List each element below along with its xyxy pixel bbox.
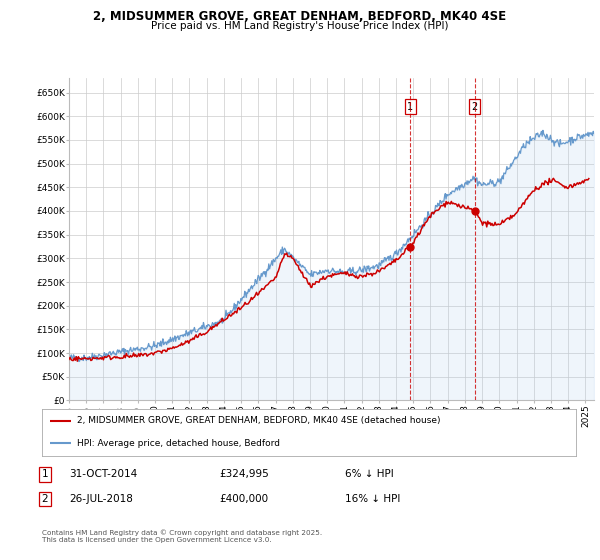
Text: 2, MIDSUMMER GROVE, GREAT DENHAM, BEDFORD, MK40 4SE: 2, MIDSUMMER GROVE, GREAT DENHAM, BEDFOR… bbox=[94, 10, 506, 23]
Text: 31-OCT-2014: 31-OCT-2014 bbox=[69, 469, 137, 479]
Text: £400,000: £400,000 bbox=[219, 494, 268, 504]
Text: £324,995: £324,995 bbox=[219, 469, 269, 479]
Text: HPI: Average price, detached house, Bedford: HPI: Average price, detached house, Bedf… bbox=[77, 438, 280, 447]
Text: 26-JUL-2018: 26-JUL-2018 bbox=[69, 494, 133, 504]
Text: Price paid vs. HM Land Registry's House Price Index (HPI): Price paid vs. HM Land Registry's House … bbox=[151, 21, 449, 31]
Text: 2: 2 bbox=[41, 494, 49, 504]
Text: 1: 1 bbox=[407, 102, 413, 112]
Text: 2: 2 bbox=[472, 102, 478, 112]
Text: 1: 1 bbox=[41, 469, 49, 479]
Text: Contains HM Land Registry data © Crown copyright and database right 2025.
This d: Contains HM Land Registry data © Crown c… bbox=[42, 529, 322, 543]
Text: 6% ↓ HPI: 6% ↓ HPI bbox=[345, 469, 394, 479]
Text: 16% ↓ HPI: 16% ↓ HPI bbox=[345, 494, 400, 504]
Text: 2, MIDSUMMER GROVE, GREAT DENHAM, BEDFORD, MK40 4SE (detached house): 2, MIDSUMMER GROVE, GREAT DENHAM, BEDFOR… bbox=[77, 416, 440, 425]
